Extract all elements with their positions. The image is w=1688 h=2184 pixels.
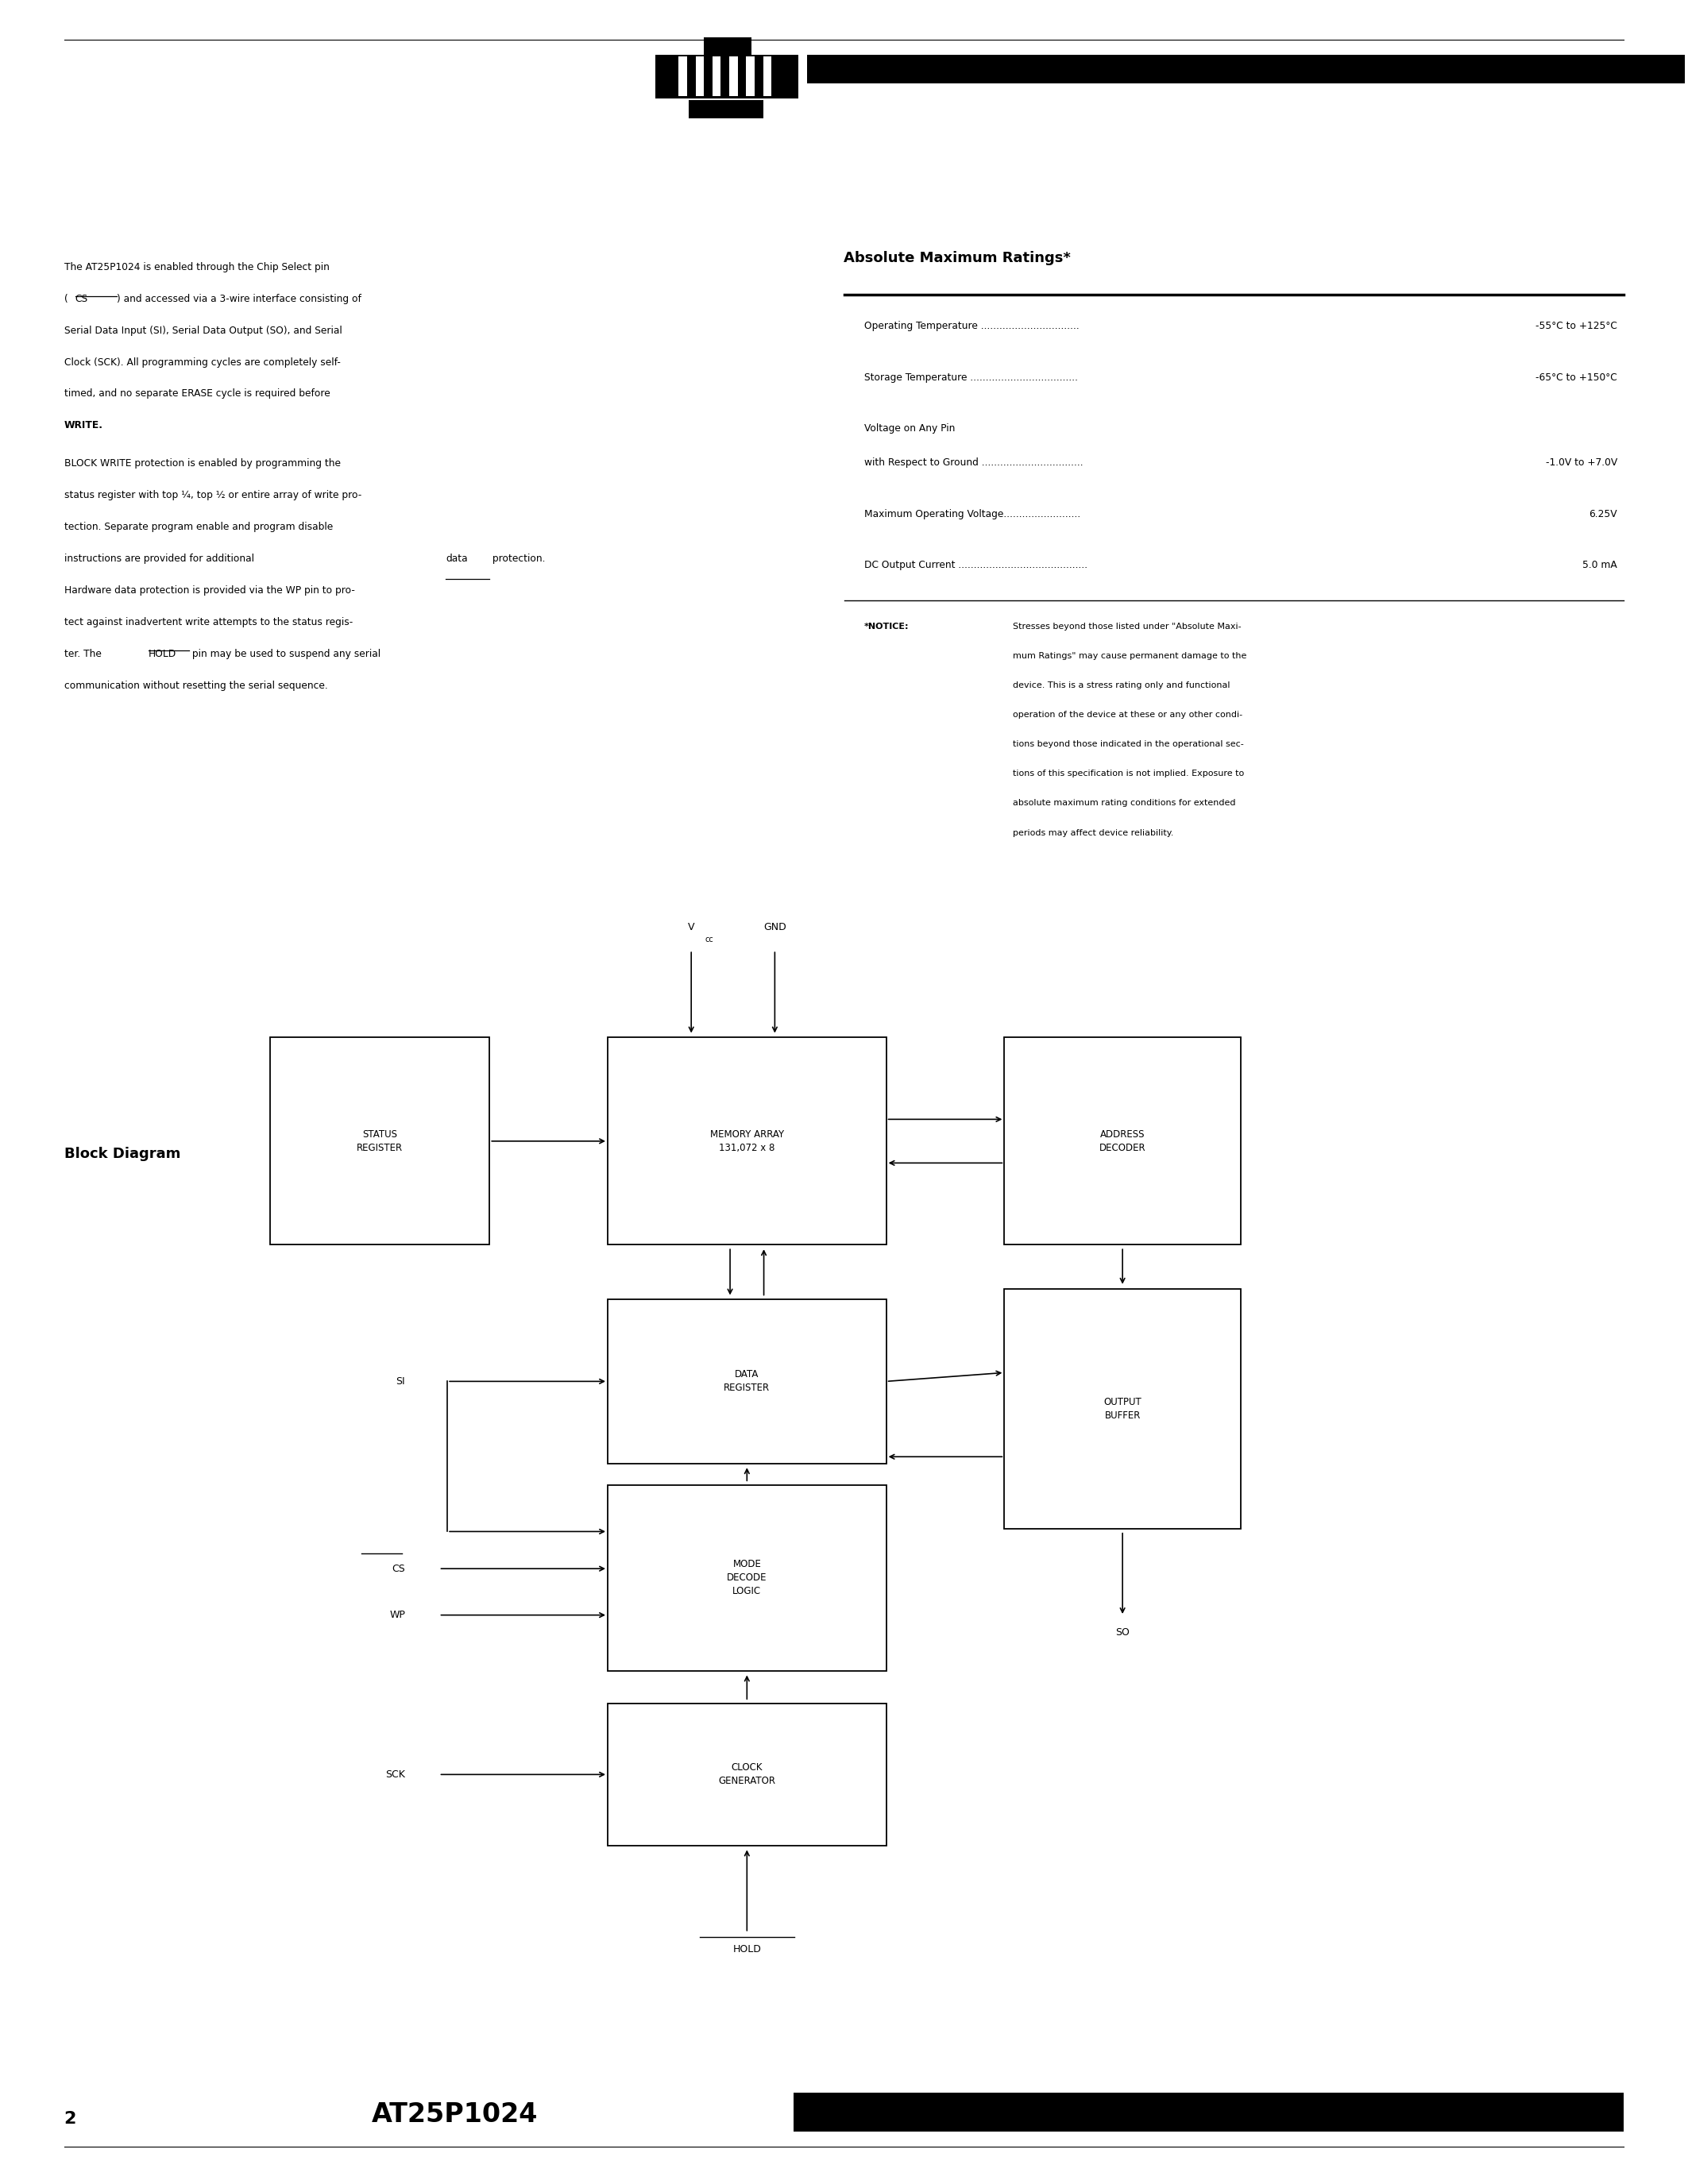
Text: AT25P1024: AT25P1024 xyxy=(371,2101,538,2127)
Text: SCK: SCK xyxy=(385,1769,405,1780)
Text: V: V xyxy=(689,922,695,933)
Bar xyxy=(712,57,721,96)
Text: status register with top ¼, top ½ or entire array of write pro-: status register with top ¼, top ½ or ent… xyxy=(64,489,361,500)
Bar xyxy=(608,1704,886,1845)
Bar xyxy=(729,57,738,96)
Bar xyxy=(608,1485,886,1671)
Text: SI: SI xyxy=(397,1376,405,1387)
Text: Voltage on Any Pin: Voltage on Any Pin xyxy=(864,424,955,435)
Text: DC Output Current ..........................................: DC Output Current ......................… xyxy=(864,559,1087,570)
Text: ter. The: ter. The xyxy=(64,649,105,660)
Text: MODE
DECODE
LOGIC: MODE DECODE LOGIC xyxy=(728,1559,766,1597)
Text: periods may affect device reliability.: periods may affect device reliability. xyxy=(1013,828,1173,836)
Text: WRITE.: WRITE. xyxy=(64,419,103,430)
Text: -55°C to +125°C: -55°C to +125°C xyxy=(1536,321,1617,332)
Text: 5.0 mA: 5.0 mA xyxy=(1582,559,1617,570)
Text: communication without resetting the serial sequence.: communication without resetting the seri… xyxy=(64,679,327,690)
Text: Storage Temperature ...................................: Storage Temperature ....................… xyxy=(864,373,1079,382)
Text: The AT25P1024 is enabled through the Chip Select pin: The AT25P1024 is enabled through the Chi… xyxy=(64,262,329,273)
Bar xyxy=(695,57,704,96)
Text: with Respect to Ground .................................: with Respect to Ground .................… xyxy=(864,456,1084,467)
Text: device. This is a stress rating only and functional: device. This is a stress rating only and… xyxy=(1013,681,1231,690)
Text: Hardware data protection is provided via the WP pin to pro-: Hardware data protection is provided via… xyxy=(64,585,354,596)
Text: -65°C to +150°C: -65°C to +150°C xyxy=(1536,373,1617,382)
Text: HOLD: HOLD xyxy=(733,1944,761,1955)
Text: Serial Data Input (SI), Serial Data Output (SO), and Serial: Serial Data Input (SI), Serial Data Outp… xyxy=(64,325,343,336)
Text: tect against inadvertent write attempts to the status regis-: tect against inadvertent write attempts … xyxy=(64,616,353,627)
Text: WP: WP xyxy=(390,1610,405,1621)
Text: 2: 2 xyxy=(64,2112,76,2127)
Text: MEMORY ARRAY
131,072 x 8: MEMORY ARRAY 131,072 x 8 xyxy=(711,1129,783,1153)
Text: OUTPUT
BUFFER: OUTPUT BUFFER xyxy=(1104,1398,1141,1420)
Bar xyxy=(746,57,755,96)
Bar xyxy=(679,57,687,96)
Text: Clock (SCK). All programming cycles are completely self-: Clock (SCK). All programming cycles are … xyxy=(64,356,341,367)
Bar xyxy=(689,100,763,118)
Text: BLOCK WRITE protection is enabled by programming the: BLOCK WRITE protection is enabled by pro… xyxy=(64,459,341,470)
Text: operation of the device at these or any other condi-: operation of the device at these or any … xyxy=(1013,710,1242,719)
Text: Stresses beyond those listed under "Absolute Maxi-: Stresses beyond those listed under "Abso… xyxy=(1013,622,1241,631)
Text: -1.0V to +7.0V: -1.0V to +7.0V xyxy=(1546,456,1617,467)
Text: SO: SO xyxy=(1116,1627,1129,1638)
Bar xyxy=(655,55,798,98)
Text: protection.: protection. xyxy=(490,553,545,563)
Bar xyxy=(270,1037,490,1245)
Bar xyxy=(608,1299,886,1463)
Text: ) and accessed via a 3-wire interface consisting of: ) and accessed via a 3-wire interface co… xyxy=(116,295,361,304)
Text: Operating Temperature ................................: Operating Temperature ..................… xyxy=(864,321,1079,332)
Text: pin may be used to suspend any serial: pin may be used to suspend any serial xyxy=(189,649,380,660)
Text: GND: GND xyxy=(763,922,787,933)
Text: *NOTICE:: *NOTICE: xyxy=(864,622,910,631)
Text: CS: CS xyxy=(392,1564,405,1575)
Text: tection. Separate program enable and program disable: tection. Separate program enable and pro… xyxy=(64,522,333,533)
Text: timed, and no separate ERASE cycle is required before: timed, and no separate ERASE cycle is re… xyxy=(64,389,331,400)
Text: Absolute Maximum Ratings*: Absolute Maximum Ratings* xyxy=(844,251,1072,266)
Text: DATA
REGISTER: DATA REGISTER xyxy=(724,1369,770,1393)
Text: 6.25V: 6.25V xyxy=(1588,509,1617,520)
Text: ADDRESS
DECODER: ADDRESS DECODER xyxy=(1099,1129,1146,1153)
Bar xyxy=(704,37,751,57)
Text: HOLD: HOLD xyxy=(149,649,177,660)
Text: CLOCK
GENERATOR: CLOCK GENERATOR xyxy=(719,1762,775,1787)
Text: Block Diagram: Block Diagram xyxy=(64,1147,181,1162)
Bar xyxy=(763,57,771,96)
Text: tions beyond those indicated in the operational sec-: tions beyond those indicated in the oper… xyxy=(1013,740,1244,749)
Text: instructions are provided for additional: instructions are provided for additional xyxy=(64,553,257,563)
Bar xyxy=(807,55,1685,83)
Text: tions of this specification is not implied. Exposure to: tions of this specification is not impli… xyxy=(1013,769,1244,778)
Text: cc: cc xyxy=(706,935,714,943)
Text: data: data xyxy=(446,553,468,563)
Bar xyxy=(1004,1289,1241,1529)
Bar xyxy=(793,2092,1624,2132)
Text: STATUS
REGISTER: STATUS REGISTER xyxy=(356,1129,403,1153)
Text: (: ( xyxy=(64,295,68,304)
Bar xyxy=(608,1037,886,1245)
Text: absolute maximum rating conditions for extended: absolute maximum rating conditions for e… xyxy=(1013,799,1236,808)
Bar xyxy=(1004,1037,1241,1245)
Text: CS: CS xyxy=(74,295,88,304)
Text: mum Ratings" may cause permanent damage to the: mum Ratings" may cause permanent damage … xyxy=(1013,651,1247,660)
Text: Maximum Operating Voltage.........................: Maximum Operating Voltage...............… xyxy=(864,509,1080,520)
